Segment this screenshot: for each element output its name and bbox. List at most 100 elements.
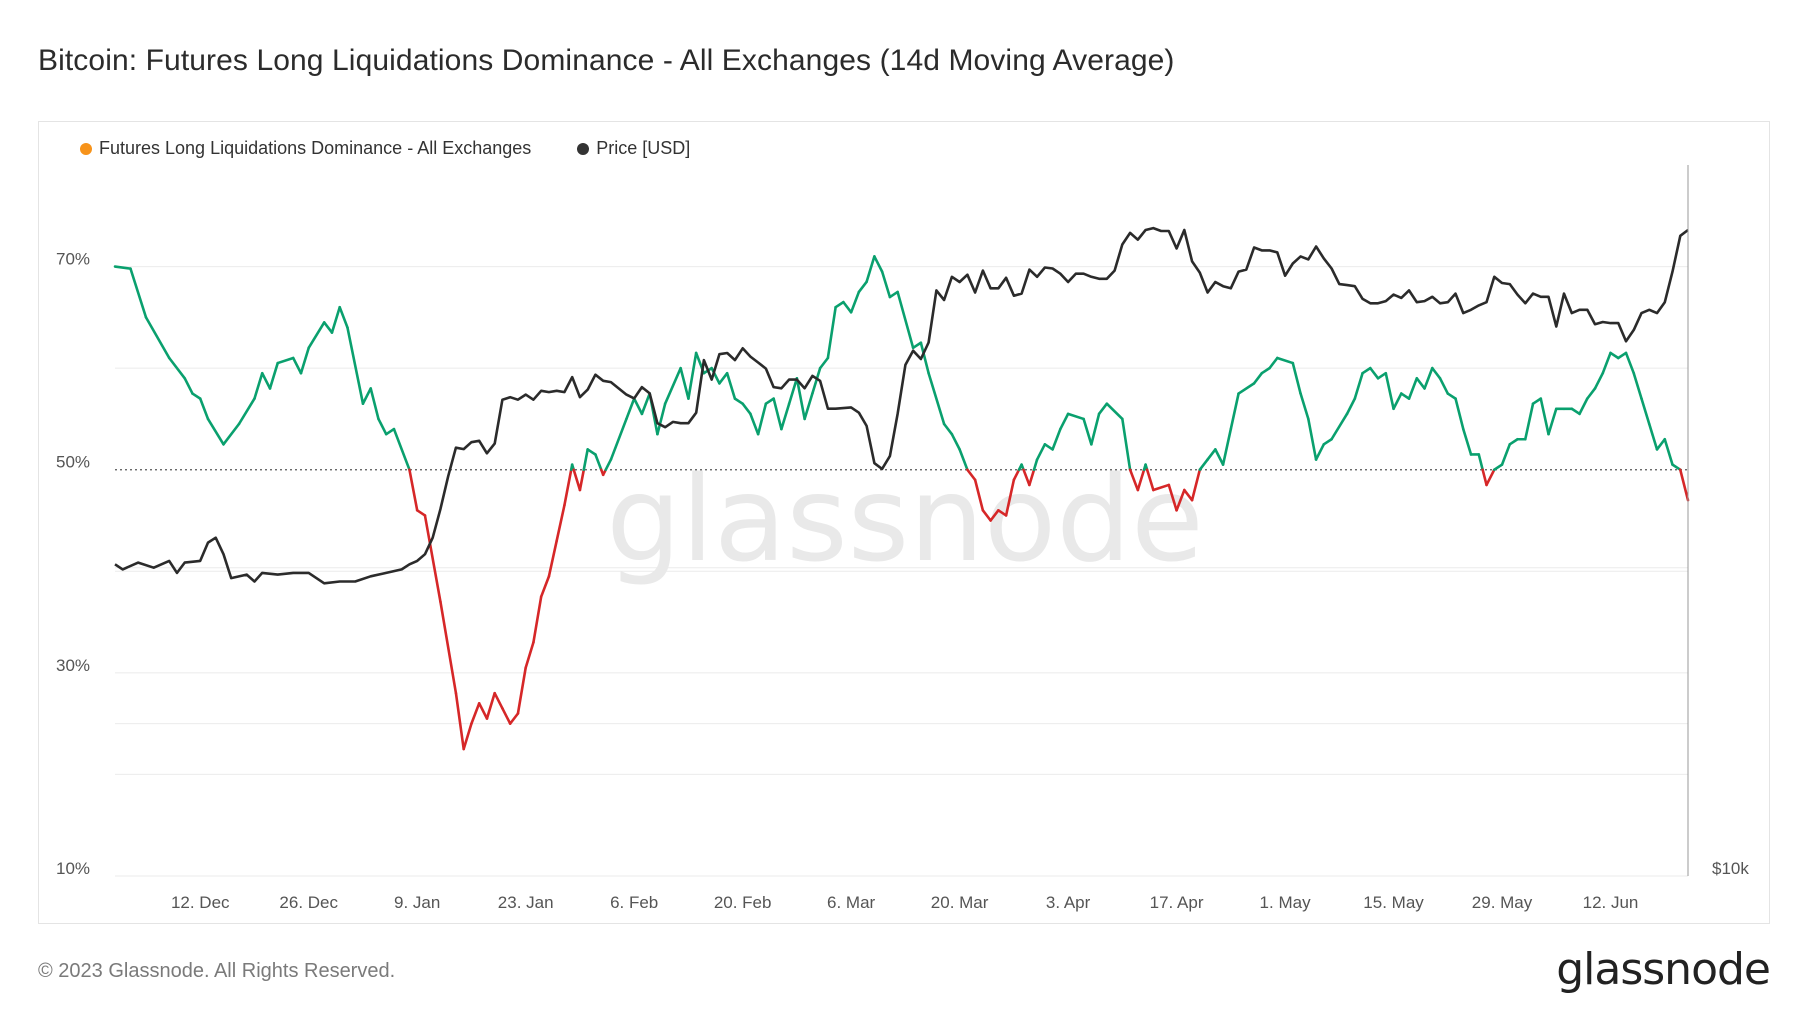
legend-label-price: Price [USD] [596,138,691,158]
dominance-line-segment [849,290,861,314]
dominance-line-segment [253,371,264,400]
glassnode-logo[interactable]: glassnode [1556,944,1771,995]
dominance-line-segment [322,321,334,334]
dominance-line-segment [1609,351,1620,360]
dominance-line-segment [1043,443,1054,451]
dominance-line-segment [129,267,148,319]
dominance-line-segment [1508,437,1519,446]
y-tick-label: 50% [56,453,90,472]
dominance-line-segment [439,600,458,695]
dominance-line-segment [1299,392,1310,421]
dominance-line-segment [1059,412,1070,431]
x-tick-label: 15. May [1363,893,1424,912]
x-tick-label: 9. Jan [394,893,440,912]
dominance-line-segment [1206,448,1217,461]
dominance-line-segment [625,397,636,421]
dominance-line-segment [346,326,365,405]
dominance-line-segment [756,402,768,436]
dominance-line-segment [198,397,210,421]
dominance-line-segment [1032,458,1039,472]
dominance-line-segment [873,255,884,273]
x-tick-label: 1. May [1260,893,1312,912]
dominance-line-segment [741,402,752,416]
dominance-line-segment [1291,361,1302,395]
dominance-line-segment [1678,468,1690,502]
dominance-line-segment [555,503,566,543]
dominance-line-segment [408,468,419,512]
dominance-line-segment [1547,407,1558,436]
dominance-line-segment [415,509,427,517]
dominance-line-segment [572,468,582,492]
dominance-line-segment [1190,468,1202,502]
y-tick-label: 30% [56,656,90,675]
dominance-line-segment [1183,488,1194,502]
legend: Futures Long Liquidations Dominance - Al… [80,138,690,159]
dominance-line-segment [493,691,504,710]
dominance-line-segment [609,417,628,461]
dominance-line-segment [338,305,349,329]
dominance-line-segment [539,575,551,598]
dominance-line-segment [725,371,737,400]
dominance-line-segment [997,509,1008,517]
dominance-line-segment [1523,402,1535,441]
chart-title: Bitcoin: Futures Long Liquidations Domin… [38,44,1175,77]
dominance-line-segment [1035,443,1047,461]
series-price[interactable] [114,226,1689,585]
dominance-line-segment [470,702,481,725]
dominance-line-segment [1198,458,1209,472]
dominance-line-segment [1128,468,1140,492]
dominance-line-segment [1145,468,1155,492]
dominance-line-segment [1012,468,1021,482]
dominance-line-segment [834,300,845,309]
dominance-line-segment [632,397,644,416]
dominance-line-segment [1345,397,1357,416]
dominance-line-segment [1136,468,1146,492]
dominance-line-segment [462,722,473,751]
dominance-line-segment [1276,356,1295,365]
dominance-line-segment [1028,468,1036,487]
dominance-line-segment [1492,463,1504,472]
dominance-line-segment [260,371,272,390]
dominance-line-segment [1477,453,1484,472]
x-tick-label: 26. Dec [279,893,338,912]
x-tick-label: 29. May [1472,893,1533,912]
dominance-line-segment [563,468,573,507]
dominance-line-segment [578,468,586,492]
dominance-line-segment [880,270,892,299]
dominance-line-segment [477,702,489,720]
dominance-line-segment [942,422,954,436]
dominance-line-segment [1539,397,1550,436]
dominance-line-segment [1415,376,1426,390]
dominance-line-segment [1423,366,1434,390]
dominance-line-segment [1384,371,1395,411]
dominance-line-segment [1051,427,1062,451]
dominance-line-segment [1082,417,1093,446]
legend-item-dominance[interactable]: Futures Long Liquidations Dominance - Al… [80,138,531,159]
dominance-line-segment [1229,392,1240,431]
dominance-line-segment [857,280,868,294]
series-dominance[interactable] [113,255,1690,751]
x-tick-label: 12. Dec [171,893,230,912]
dominance-line-segment [1407,376,1419,400]
dominance-line-segment [811,366,822,395]
x-tick-label: 3. Apr [1046,893,1091,912]
dominance-line-segment [1322,437,1333,446]
dominance-line-segment [183,376,194,395]
dominance-line-segment [927,371,946,426]
dominance-line-segment [144,316,171,360]
dominance-line-segment [547,539,558,578]
x-tick-label: 20. Feb [714,893,772,912]
dominance-line-segment [532,595,543,644]
legend-dot-price [577,142,590,155]
dominance-line-segment [384,427,396,436]
dominance-line-segment [501,707,512,725]
dominance-line-segment [749,412,760,436]
dominance-line-segment [1121,417,1132,472]
legend-item-price[interactable]: Price [USD] [577,138,690,159]
dominance-line-segment [1175,488,1186,512]
dominance-line-segment [733,397,744,405]
dominance-line-segment [911,341,923,350]
dominance-line-segment [1632,371,1643,400]
y-right-tick-label: $10k [1712,859,1749,878]
